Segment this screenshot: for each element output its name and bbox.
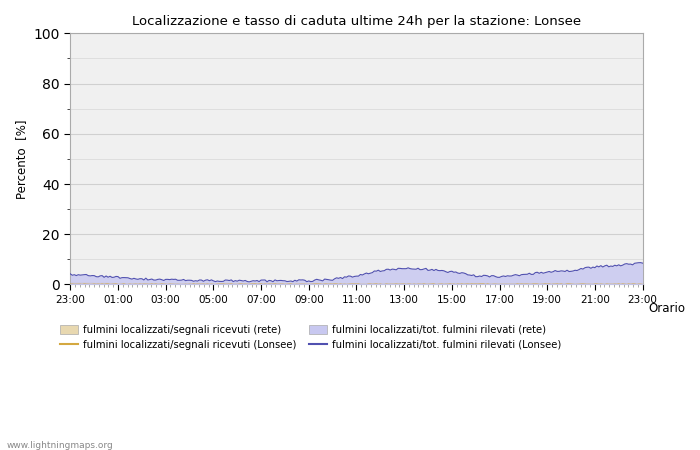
Y-axis label: Percento  [%]: Percento [%] <box>15 119 28 198</box>
Text: Orario: Orario <box>648 302 685 315</box>
Text: www.lightningmaps.org: www.lightningmaps.org <box>7 441 113 450</box>
Legend: fulmini localizzati/segnali ricevuti (rete), fulmini localizzati/segnali ricevut: fulmini localizzati/segnali ricevuti (re… <box>60 325 561 350</box>
Title: Localizzazione e tasso di caduta ultime 24h per la stazione: Lonsee: Localizzazione e tasso di caduta ultime … <box>132 15 581 28</box>
